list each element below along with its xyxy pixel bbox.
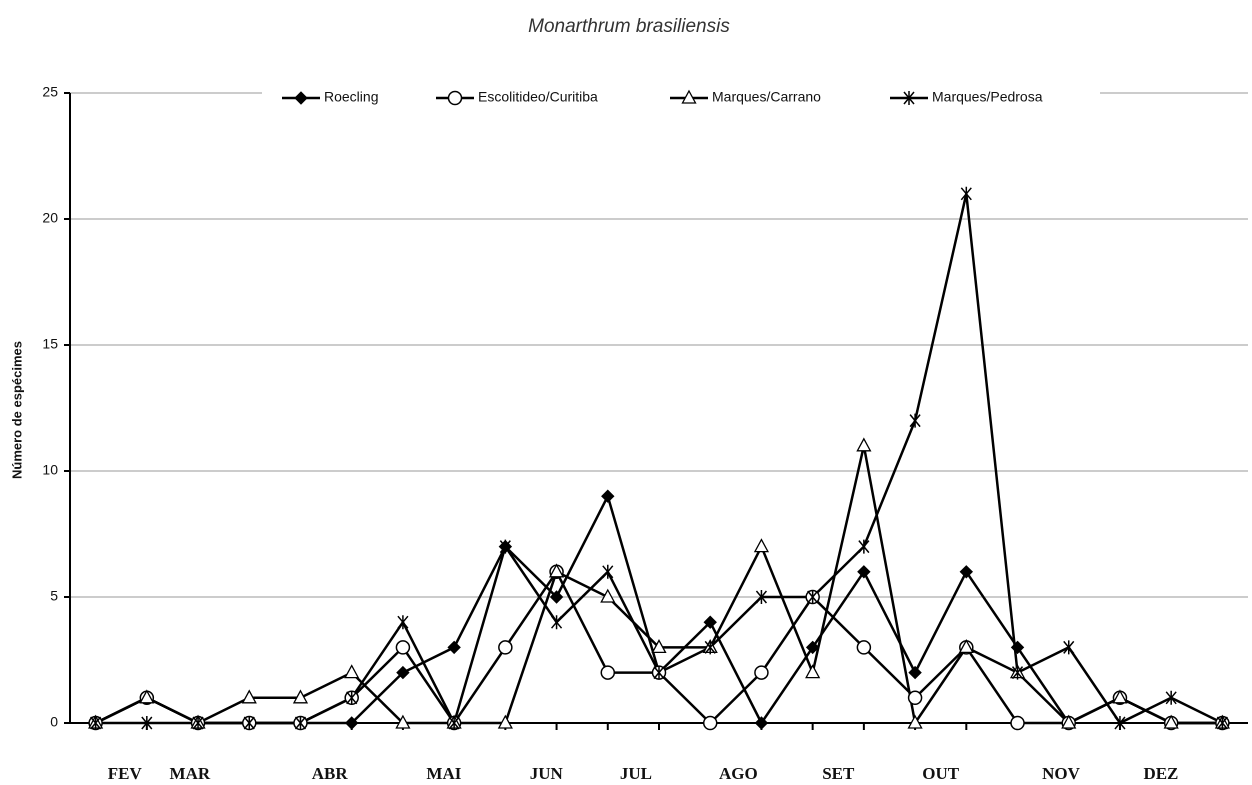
marker (960, 186, 972, 201)
marker (754, 716, 769, 730)
marker (498, 640, 513, 655)
marker (395, 714, 411, 729)
x-tick-label: JUL (620, 764, 652, 783)
x-tick-label: DEZ (1143, 764, 1178, 783)
marker (908, 665, 922, 680)
legend-label: Roecling (324, 89, 378, 105)
marker (703, 615, 717, 629)
x-tick-label: ABR (312, 764, 349, 783)
marker (499, 539, 511, 554)
marker (550, 615, 563, 630)
y-tick-label: 20 (42, 210, 58, 226)
y-tick-label: 0 (50, 714, 58, 730)
legend-label: Marques/Carrano (712, 89, 821, 105)
marker (754, 665, 769, 680)
marker (959, 565, 974, 579)
marker (805, 664, 821, 679)
x-tick-label: AGO (719, 764, 758, 783)
marker (753, 538, 770, 553)
marker (600, 588, 616, 603)
marker (1011, 665, 1024, 680)
marker (139, 689, 155, 704)
marker (397, 615, 409, 630)
marker (448, 716, 460, 730)
marker (1165, 690, 1177, 705)
marker (344, 716, 359, 730)
marker (907, 714, 923, 729)
marker (958, 639, 974, 654)
x-tick-label: FEV (108, 764, 143, 783)
marker (856, 640, 872, 655)
marker (346, 690, 358, 705)
marker (497, 714, 513, 729)
marker (653, 665, 665, 680)
y-tick-label: 15 (42, 336, 58, 352)
marker (294, 716, 307, 730)
marker (651, 639, 667, 654)
y-tick-label: 5 (50, 588, 58, 604)
marker (909, 413, 921, 428)
marker (192, 716, 204, 730)
marker (858, 539, 870, 554)
y-tick-label: 25 (42, 84, 58, 100)
marker (755, 590, 768, 604)
legend-marker (903, 91, 915, 105)
marker (141, 716, 153, 730)
legend-label: Marques/Pedrosa (932, 89, 1043, 105)
marker (1063, 640, 1075, 655)
marker (395, 640, 411, 655)
marker (1114, 716, 1126, 730)
marker (447, 640, 461, 655)
marker (704, 640, 716, 655)
legend-marker (294, 91, 308, 105)
legend-marker (681, 89, 697, 104)
marker (344, 664, 360, 679)
marker (1010, 640, 1025, 655)
marker (857, 565, 871, 579)
x-tick-label: SET (822, 764, 855, 783)
marker (1061, 714, 1077, 729)
marker (856, 437, 872, 452)
y-axis-label: Número de espécimes (9, 341, 24, 479)
x-tick-label: JUN (530, 764, 564, 783)
chart-title: Monarthrum brasiliensis (528, 16, 730, 37)
marker (1010, 715, 1025, 731)
series-line (95, 492, 1223, 726)
marker (1163, 714, 1179, 729)
marker (241, 689, 257, 704)
marker (243, 716, 255, 730)
marker (549, 590, 564, 604)
marker (90, 716, 102, 730)
marker (548, 563, 565, 578)
marker (396, 665, 410, 680)
x-tick-label: MAI (426, 764, 461, 783)
marker (601, 489, 615, 503)
marker (600, 665, 616, 680)
marker (1112, 689, 1128, 704)
marker (1216, 716, 1228, 730)
x-tick-label: OUT (922, 764, 960, 783)
marker (807, 590, 819, 604)
y-tick-label: 10 (42, 462, 58, 478)
marker (602, 564, 614, 579)
x-tick-label: MAR (170, 764, 211, 783)
x-tick-label: NOV (1042, 764, 1081, 783)
marker (805, 640, 820, 655)
marker (907, 690, 923, 706)
series-line (95, 445, 1223, 727)
legend-label: Escolitideo/Curitiba (478, 89, 598, 105)
marker (702, 715, 718, 731)
legend-marker (447, 90, 463, 106)
marker (292, 689, 309, 704)
